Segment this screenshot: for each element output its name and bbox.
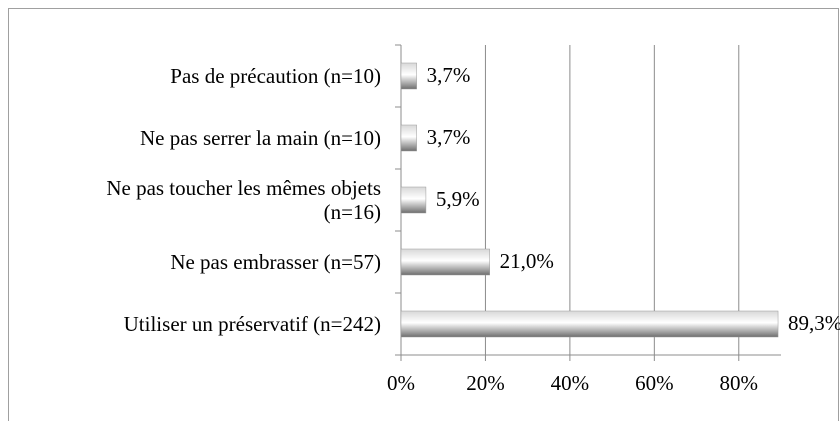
- x-tick-label: 60%: [635, 371, 674, 395]
- bar: [400, 310, 779, 338]
- value-label: 3,7%: [427, 125, 471, 149]
- chart-border: [8, 8, 839, 421]
- value-label: 5,9%: [436, 187, 480, 211]
- x-tick-label: 80%: [720, 371, 759, 395]
- bar: [400, 186, 427, 214]
- x-tick-label: 0%: [387, 371, 415, 395]
- y-tick-label: Ne pas embrasser (n=57): [170, 250, 381, 274]
- y-tick-label: Ne pas toucher les mêmes objets (n=16): [106, 176, 381, 224]
- x-tick-label: 40%: [551, 371, 590, 395]
- value-label: 3,7%: [427, 63, 471, 87]
- value-label: 21,0%: [500, 249, 554, 273]
- bar: [400, 248, 490, 276]
- y-tick-label: Utiliser un préservatif (n=242): [123, 312, 381, 336]
- bar: [400, 62, 417, 90]
- bar: [400, 124, 417, 152]
- y-tick-label: Pas de précaution (n=10): [170, 64, 381, 88]
- y-tick-label: Ne pas serrer la main (n=10): [140, 126, 381, 150]
- x-tick-label: 20%: [466, 371, 505, 395]
- value-label: 89,3%: [788, 311, 840, 335]
